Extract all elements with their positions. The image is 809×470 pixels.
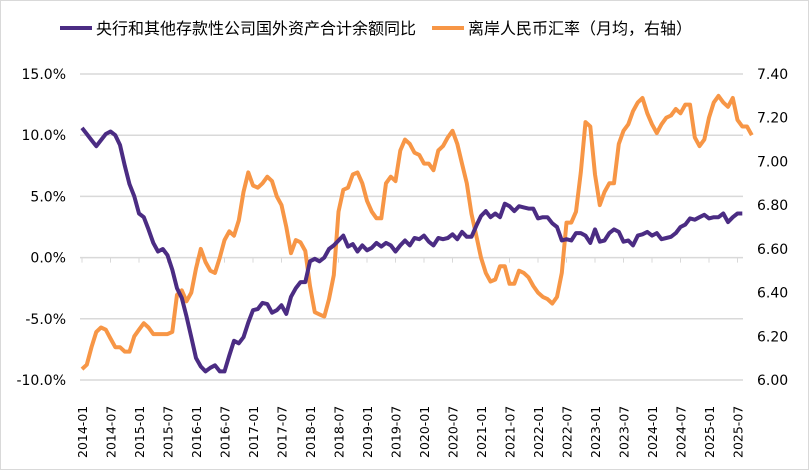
left-tick-label: -10.0% [16,373,66,389]
x-axis: 2014-01 2014-07 2015-01 2015-07 2016-01 2016-… [75,256,746,458]
x-tick-label: 2025-01 [702,406,717,458]
right-tick-label: 7.40 [757,67,788,83]
x-tick-label: 2019-01 [360,406,375,458]
x-tick-label: 2025-07 [731,406,746,458]
x-tick-label: 2022-01 [531,406,546,458]
series-line-cnh-rate [80,93,754,371]
legend: 央行和其他存款性公司国外资产合计余额同比 离岸人民币汇率（月均，右轴） [60,19,692,38]
x-tick-label: 2021-01 [474,406,489,458]
x-tick-label: 2015-07 [161,406,176,458]
x-tick-label: 2020-07 [446,406,461,458]
x-tick-label: 2014-07 [104,406,119,458]
series-line-foreign-assets-yoy [80,126,743,374]
right-tick-label: 7.00 [757,154,788,170]
x-tick-label: 2014-01 [75,406,90,458]
x-tick-label: 2017-01 [246,406,261,458]
left-tick-label: 5.0% [30,189,66,205]
right-tick-label: 6.80 [757,198,788,214]
x-tick-label: 2023-07 [617,406,632,458]
x-tick-label: 2015-01 [132,406,147,458]
gridlines [80,73,743,381]
x-tick-label: 2022-07 [560,406,575,458]
left-tick-label: -5.0% [25,312,66,328]
x-tick-label: 2021-07 [503,406,518,458]
right-tick-label: 6.00 [757,373,788,389]
x-tick-label: 2019-07 [389,406,404,458]
x-tick-label: 2016-01 [189,406,204,458]
legend-label: 央行和其他存款性公司国外资产合计余额同比 [96,19,416,38]
x-tick-label: 2018-07 [332,406,347,458]
x-tick-label: 2020-01 [417,406,432,458]
x-tick-label: 2024-01 [645,406,660,458]
left-tick-label: 10.0% [22,128,66,144]
right-tick-label: 6.20 [757,329,788,345]
x-tick-label: 2024-07 [674,406,689,458]
x-tick-label: 2017-07 [275,406,290,458]
right-tick-label: 7.20 [757,111,788,127]
left-tick-label: 15.0% [22,67,66,83]
x-tick-label: 2023-01 [588,406,603,458]
left-tick-label: 0.0% [30,251,66,267]
legend-label: 离岸人民币汇率（月均，右轴） [468,19,692,38]
right-axis: 6.00 6.20 6.40 6.60 6.80 7.00 7.20 7.40 [757,67,788,389]
x-tick-label: 2018-01 [303,406,318,458]
left-axis: -10.0% -5.0% 0.0% 5.0% 10.0% 15.0% [16,67,66,389]
series-lines [80,93,754,374]
right-tick-label: 6.60 [757,242,788,258]
x-tick-label: 2016-07 [218,406,233,458]
right-tick-label: 6.40 [757,286,788,302]
